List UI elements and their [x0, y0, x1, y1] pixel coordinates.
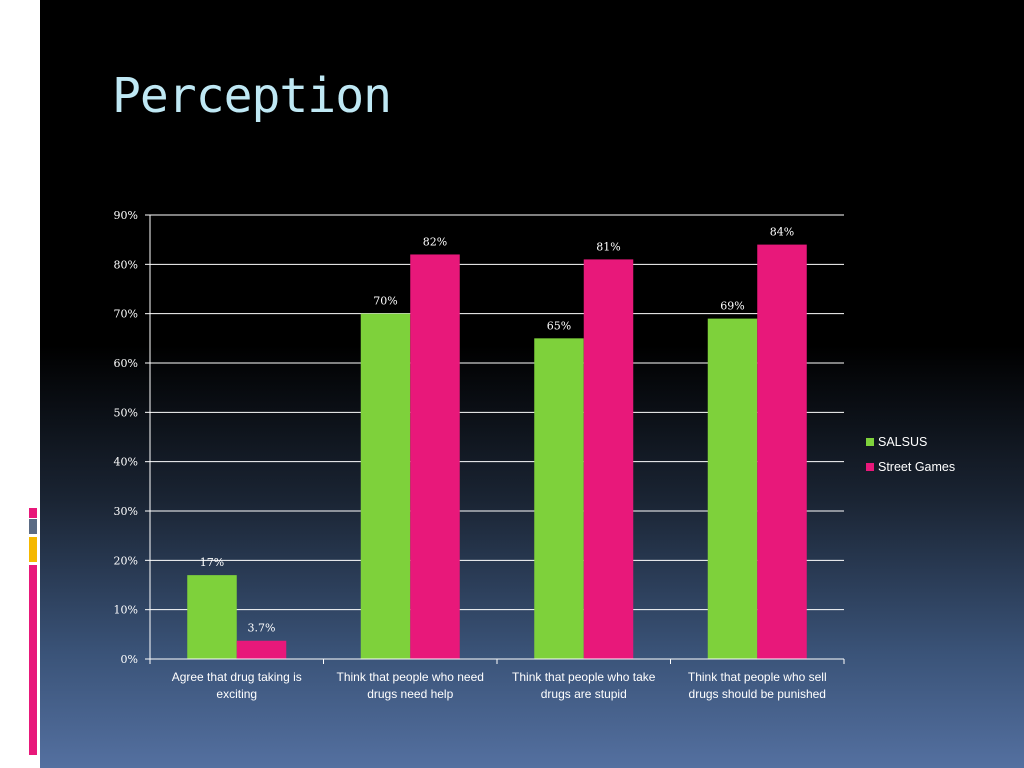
decorative-bar-yellow	[29, 537, 37, 562]
y-tick-label: 60%	[114, 357, 138, 370]
x-category-label: Think that people who need	[337, 670, 484, 684]
x-category-label: Agree that drug taking is	[172, 670, 302, 684]
bar-street-games	[410, 254, 460, 659]
y-tick-label: 90%	[114, 209, 138, 222]
x-category-label: Think that people who take	[512, 670, 656, 684]
y-tick-label: 30%	[114, 505, 138, 518]
y-tick-label: 70%	[114, 308, 138, 321]
data-label: 82%	[423, 235, 447, 248]
y-tick-label: 20%	[114, 554, 138, 567]
bar-salsus	[360, 313, 411, 659]
y-tick-label: 10%	[114, 604, 138, 617]
decorative-bar-pink-top	[29, 508, 37, 518]
x-category-label: Think that people who sell	[688, 670, 827, 684]
data-label: 84%	[770, 226, 794, 239]
data-label: 70%	[373, 295, 397, 308]
data-label: 3.7%	[248, 622, 276, 635]
x-category-label: drugs are stupid	[541, 687, 627, 701]
bar-salsus	[707, 318, 758, 659]
data-label: 69%	[720, 300, 744, 313]
legend-swatch-salsus	[866, 438, 874, 446]
data-label: 81%	[596, 240, 620, 253]
legend-swatch-street-games	[866, 463, 874, 471]
x-category-label: drugs need help	[367, 687, 453, 701]
decorative-bar-slate	[29, 519, 37, 534]
y-tick-label: 0%	[121, 653, 138, 666]
y-tick-label: 80%	[114, 258, 138, 271]
bar-street-games	[236, 640, 287, 659]
decorative-bar-pink-long	[29, 565, 37, 755]
bar-street-games	[757, 244, 807, 659]
slide-title: Perception	[112, 68, 392, 124]
bar-street-games	[583, 259, 634, 659]
data-label: 17%	[200, 556, 224, 569]
legend-label: SALSUS	[878, 435, 927, 449]
bar-salsus	[534, 338, 584, 659]
legend-label: Street Games	[878, 460, 955, 474]
x-category-label: exciting	[216, 687, 257, 701]
data-label: 65%	[547, 319, 571, 332]
x-category-label: drugs should be punished	[689, 687, 826, 701]
y-tick-label: 40%	[114, 456, 138, 469]
y-tick-label: 50%	[114, 406, 138, 419]
bar-salsus	[187, 575, 237, 659]
